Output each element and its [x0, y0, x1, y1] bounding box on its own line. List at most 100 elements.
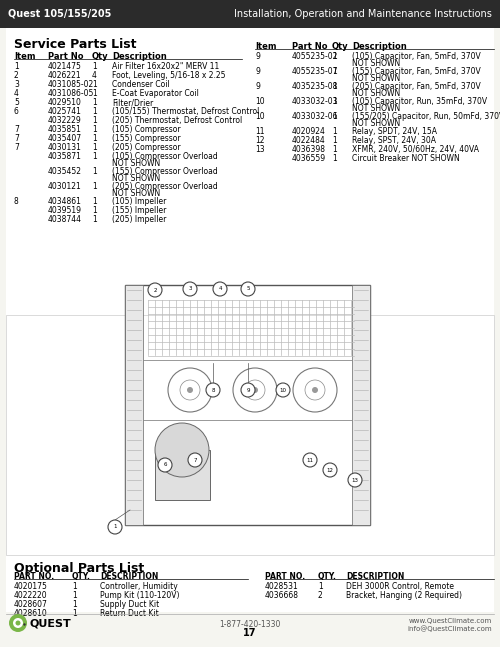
Bar: [125, 285, 370, 525]
Text: Circuit Breaker NOT SHOWN: Circuit Breaker NOT SHOWN: [352, 154, 460, 163]
Text: 4035871: 4035871: [48, 152, 82, 161]
Text: (105) Compressor Overload: (105) Compressor Overload: [112, 152, 218, 161]
Text: Filter/Drier: Filter/Drier: [112, 98, 153, 107]
Circle shape: [276, 383, 290, 397]
Text: 4029510: 4029510: [48, 98, 82, 107]
Text: (205) Compressor Overload: (205) Compressor Overload: [112, 182, 218, 191]
Text: Supply Duct Kit: Supply Duct Kit: [100, 600, 159, 609]
Text: NOT SHOWN: NOT SHOWN: [352, 74, 400, 83]
Text: 11: 11: [255, 127, 264, 136]
Text: NOT SHOWN: NOT SHOWN: [112, 189, 160, 198]
Text: (205) Impeller: (205) Impeller: [112, 215, 166, 224]
Text: 1: 1: [92, 125, 97, 134]
Text: info@QuestClimate.com: info@QuestClimate.com: [408, 625, 492, 631]
Text: PART NO.: PART NO.: [14, 572, 54, 581]
Text: 12: 12: [326, 468, 334, 472]
Text: 2: 2: [14, 71, 19, 80]
Text: 4033032-03: 4033032-03: [292, 97, 339, 106]
Text: QTY.: QTY.: [72, 572, 91, 581]
Text: 2: 2: [153, 287, 157, 292]
Text: 1: 1: [92, 107, 97, 116]
Text: Qty: Qty: [332, 42, 348, 51]
Circle shape: [16, 620, 20, 626]
Text: 4028607: 4028607: [14, 600, 48, 609]
Circle shape: [158, 458, 172, 472]
Circle shape: [155, 423, 209, 477]
Text: 4035851: 4035851: [48, 125, 82, 134]
Text: 4: 4: [92, 71, 97, 80]
Text: (155) Compressor: (155) Compressor: [112, 134, 180, 143]
Text: 1: 1: [72, 600, 77, 609]
Text: 1: 1: [92, 167, 97, 176]
Circle shape: [187, 387, 193, 393]
Text: 4035407: 4035407: [48, 134, 82, 143]
Text: 4036559: 4036559: [292, 154, 326, 163]
Text: XFMR, 240V, 50/60Hz, 24V, 40VA: XFMR, 240V, 50/60Hz, 24V, 40VA: [352, 145, 479, 154]
Text: (105) Capacitor, Fan, 5mFd, 370V: (105) Capacitor, Fan, 5mFd, 370V: [352, 52, 481, 61]
Text: Controller, Humidity: Controller, Humidity: [100, 582, 178, 591]
Circle shape: [206, 383, 220, 397]
Text: 9: 9: [255, 67, 260, 76]
Text: 1: 1: [72, 582, 77, 591]
Text: 1: 1: [92, 206, 97, 215]
Text: 4031086-05: 4031086-05: [48, 89, 94, 98]
Text: Optional Parts List: Optional Parts List: [14, 562, 144, 575]
Text: E-Coat Evaporator Coil: E-Coat Evaporator Coil: [112, 89, 199, 98]
Text: 1: 1: [92, 80, 97, 89]
Text: NOT SHOWN: NOT SHOWN: [352, 89, 400, 98]
Text: 1: 1: [72, 591, 77, 600]
Text: NOT SHOWN: NOT SHOWN: [352, 119, 400, 128]
Text: 7: 7: [14, 134, 19, 143]
Text: Condenser Coil: Condenser Coil: [112, 80, 170, 89]
Text: 13: 13: [255, 145, 264, 154]
Text: (155) Capacitor, Fan, 5mFd, 370V: (155) Capacitor, Fan, 5mFd, 370V: [352, 67, 481, 76]
Text: Part No: Part No: [292, 42, 328, 51]
Circle shape: [108, 520, 122, 534]
Text: 4055235-07: 4055235-07: [292, 67, 339, 76]
Text: 4022220: 4022220: [14, 591, 48, 600]
Text: (105) Capacitor, Run, 35mFd, 370V: (105) Capacitor, Run, 35mFd, 370V: [352, 97, 487, 106]
Bar: [0, 0, 500, 28]
Text: 1: 1: [92, 134, 97, 143]
Text: 1: 1: [332, 145, 337, 154]
Text: 1: 1: [332, 127, 337, 136]
Text: 1: 1: [332, 154, 337, 163]
Text: 1: 1: [113, 525, 117, 529]
Text: 1: 1: [318, 582, 323, 591]
Circle shape: [303, 453, 317, 467]
Text: 1: 1: [332, 97, 337, 106]
Text: 4039519: 4039519: [48, 206, 82, 215]
Text: 6: 6: [163, 463, 167, 468]
Text: NOT SHOWN: NOT SHOWN: [112, 174, 160, 183]
Text: 10: 10: [280, 388, 286, 393]
Text: 4036398: 4036398: [292, 145, 326, 154]
Text: 4026221: 4026221: [48, 71, 82, 80]
Circle shape: [148, 283, 162, 297]
Text: Part No: Part No: [48, 52, 84, 61]
Text: 5: 5: [14, 98, 19, 107]
Text: 10: 10: [255, 97, 264, 106]
Text: 4055235-02: 4055235-02: [292, 52, 339, 61]
Text: (205) Capacitor, Fan, 5mFd, 370V: (205) Capacitor, Fan, 5mFd, 370V: [352, 82, 481, 91]
Text: DESCRIPTION: DESCRIPTION: [100, 572, 158, 581]
Text: 7: 7: [14, 125, 19, 134]
Text: (155) Compressor Overload: (155) Compressor Overload: [112, 167, 218, 176]
Text: 4028531: 4028531: [265, 582, 299, 591]
Text: 4031085-02: 4031085-02: [48, 80, 94, 89]
Text: 12: 12: [255, 136, 264, 145]
Text: (105/155) Thermostat, Defrost Control: (105/155) Thermostat, Defrost Control: [112, 107, 260, 116]
Text: Return Duct Kit: Return Duct Kit: [100, 609, 159, 618]
Text: DEH 3000R Control, Remote: DEH 3000R Control, Remote: [346, 582, 454, 591]
Circle shape: [183, 282, 197, 296]
Text: (205) Compressor: (205) Compressor: [112, 143, 180, 152]
Text: 1: 1: [332, 136, 337, 145]
Text: 4030121: 4030121: [48, 182, 82, 191]
Text: 10: 10: [255, 112, 264, 121]
Text: 4028610: 4028610: [14, 609, 48, 618]
Text: 4030131: 4030131: [48, 143, 82, 152]
Text: 3: 3: [14, 80, 19, 89]
Text: PART NO.: PART NO.: [265, 572, 305, 581]
Text: Relay, SPST, 24V, 30A: Relay, SPST, 24V, 30A: [352, 136, 436, 145]
Bar: [155, 450, 210, 500]
Text: 7: 7: [193, 457, 197, 463]
